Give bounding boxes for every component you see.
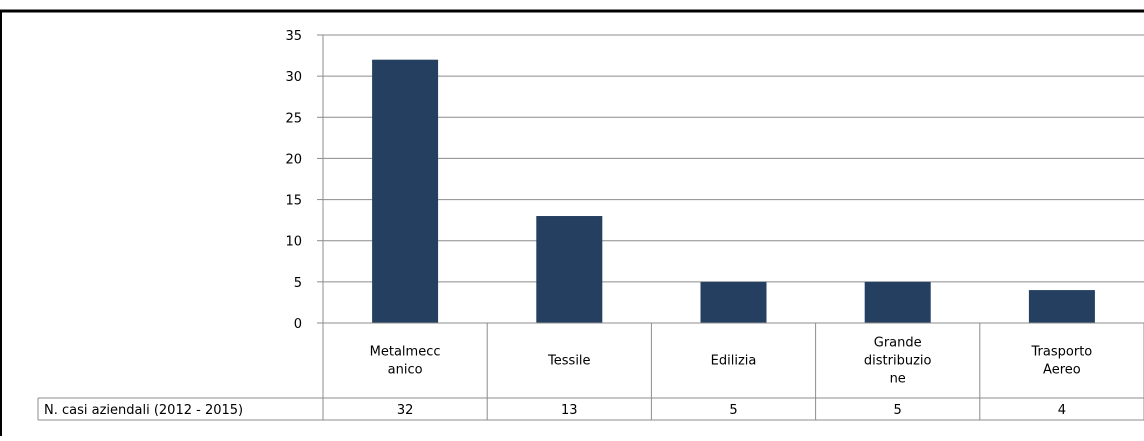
y-tick-label: 5 (294, 276, 302, 291)
data-table-value: 13 (561, 403, 578, 418)
bars (372, 59, 1095, 323)
y-tick-label: 20 (285, 152, 302, 167)
y-tick-label: 35 (285, 29, 302, 44)
y-tick-label: 25 (285, 111, 302, 126)
y-tick-label: 15 (285, 194, 302, 209)
y-tick-label: 10 (285, 235, 302, 250)
category-label: Metalmecc anico (370, 345, 441, 378)
category-label: Grande distribuzio ne (864, 336, 932, 387)
y-tick-label: 0 (294, 317, 302, 332)
category-label: Tessile (547, 354, 591, 369)
bar (372, 59, 439, 323)
data-table-value: 4 (1058, 403, 1066, 418)
data-table-value: 32 (397, 403, 414, 418)
data-table: Metalmecc anico Tessile Edilizia Grande distr… (37, 322, 1144, 421)
category-label: Edilizia (711, 354, 757, 369)
y-tick-label: 30 (285, 70, 302, 85)
bar (536, 216, 603, 323)
series-row-label: N. casi aziendali (2012 - 2015) (44, 403, 243, 418)
data-table-value: 5 (894, 403, 902, 418)
bar (1028, 290, 1095, 323)
y-axis-ticks: 0 5 10 15 20 25 30 35 (285, 29, 324, 332)
data-table-value: 5 (729, 403, 737, 418)
bar (864, 281, 931, 323)
bar (700, 281, 767, 323)
category-label: Trasporto Aereo (1031, 345, 1093, 378)
